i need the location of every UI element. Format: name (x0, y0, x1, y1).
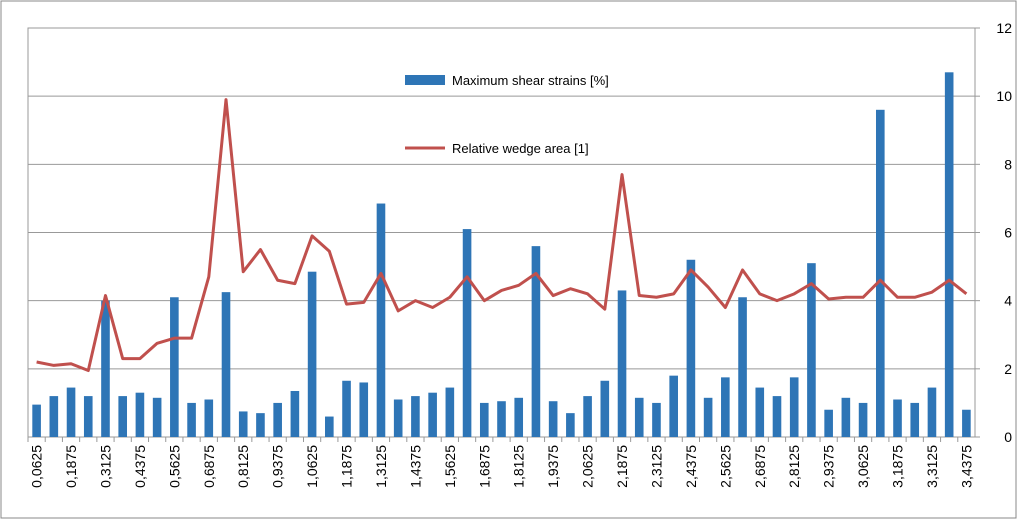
y2-tick-label: 0 (1004, 429, 1012, 445)
bar (325, 416, 334, 437)
bar (256, 413, 265, 437)
bar (686, 259, 696, 437)
x-tick-label: 1,6875 (476, 445, 492, 488)
x-tick-label: 3,3125 (924, 445, 940, 488)
bar (66, 387, 76, 437)
x-tick-label: 2,0625 (580, 445, 596, 488)
x-tick-label: 2,9375 (821, 445, 837, 488)
x-tick-label: 1,3125 (373, 445, 389, 488)
bar (307, 271, 317, 437)
bar (703, 397, 713, 437)
bar (204, 399, 214, 437)
x-tick-label: 1,0625 (304, 445, 320, 488)
bar (445, 387, 455, 437)
bar (944, 72, 954, 437)
bar (479, 402, 489, 437)
bar (772, 396, 782, 437)
bar (600, 380, 610, 437)
legend-label: Maximum shear strains [%] (452, 73, 609, 88)
bar (824, 409, 833, 437)
line (36, 98, 968, 373)
bar (359, 382, 369, 437)
x-tick-label: 0,3125 (97, 445, 113, 488)
bar (927, 387, 937, 437)
bar (118, 396, 128, 437)
x-tick-label: 2,3125 (648, 445, 664, 488)
x-tick-label: 0,1875 (63, 445, 79, 488)
y2-tick-label: 2 (1004, 361, 1012, 377)
y2-tick-label: 10 (996, 88, 1012, 104)
bar (634, 397, 644, 437)
x-tick-label: 0,4375 (132, 445, 148, 488)
bar (617, 290, 627, 437)
bar (652, 402, 661, 437)
bar (393, 399, 403, 437)
bar (49, 396, 59, 437)
bar (411, 396, 420, 437)
bar (669, 375, 678, 437)
x-tick-label: 1,9375 (545, 445, 561, 488)
bar (789, 377, 799, 437)
bar (807, 263, 816, 437)
bar (101, 300, 110, 437)
bar (910, 402, 920, 437)
x-tick-label: 0,8125 (235, 445, 251, 488)
bar (841, 397, 851, 437)
bar (548, 401, 558, 437)
y2-tick-label: 6 (1004, 225, 1012, 241)
bar (875, 109, 885, 438)
bar (721, 377, 730, 437)
bar (221, 292, 231, 437)
x-tick-label: 3,0625 (855, 445, 871, 488)
x-tick-label: 0,0625 (29, 445, 45, 488)
bar (893, 399, 902, 437)
y2-tick-label: 8 (1004, 156, 1012, 172)
x-tick-label: 3,4375 (958, 445, 974, 488)
bar (187, 402, 196, 437)
x-tick-label: 0,9375 (270, 445, 286, 488)
bar (462, 229, 472, 437)
bar (738, 297, 747, 437)
x-tick-label: 1,8125 (511, 445, 527, 488)
legend-swatch (405, 75, 445, 85)
x-tick-label: 1,5625 (442, 445, 458, 488)
bar (514, 397, 524, 437)
bar (83, 396, 93, 437)
bar (290, 390, 300, 437)
bar (32, 404, 41, 437)
x-tick-label: 1,1875 (339, 445, 355, 488)
y2-tick-label: 4 (1004, 293, 1012, 309)
bar (170, 297, 179, 437)
legend-label: Relative wedge area [1] (452, 141, 589, 156)
bar (531, 246, 541, 437)
bar (583, 396, 592, 437)
bar (755, 387, 765, 437)
bar (273, 402, 282, 437)
bar (342, 380, 351, 437)
x-tick-label: 2,6875 (752, 445, 768, 488)
bar (566, 413, 575, 437)
x-tick-label: 2,8125 (786, 445, 802, 488)
bar (962, 409, 971, 437)
x-tick-label: 0,5625 (166, 445, 182, 488)
bar (858, 402, 868, 437)
x-tick-label: 2,1875 (614, 445, 630, 488)
x-tick-label: 2,5625 (717, 445, 733, 488)
bar (497, 401, 506, 437)
y2-tick-label: 12 (996, 20, 1012, 36)
x-tick-label: 1,4375 (407, 445, 423, 488)
x-tick-label: 2,4375 (683, 445, 699, 488)
bar (428, 392, 437, 437)
bar (376, 203, 386, 437)
bar (152, 397, 162, 437)
x-tick-label: 3,1875 (890, 445, 906, 488)
x-tick-label: 0,6875 (201, 445, 217, 488)
bar (135, 392, 145, 437)
bar (238, 411, 248, 437)
